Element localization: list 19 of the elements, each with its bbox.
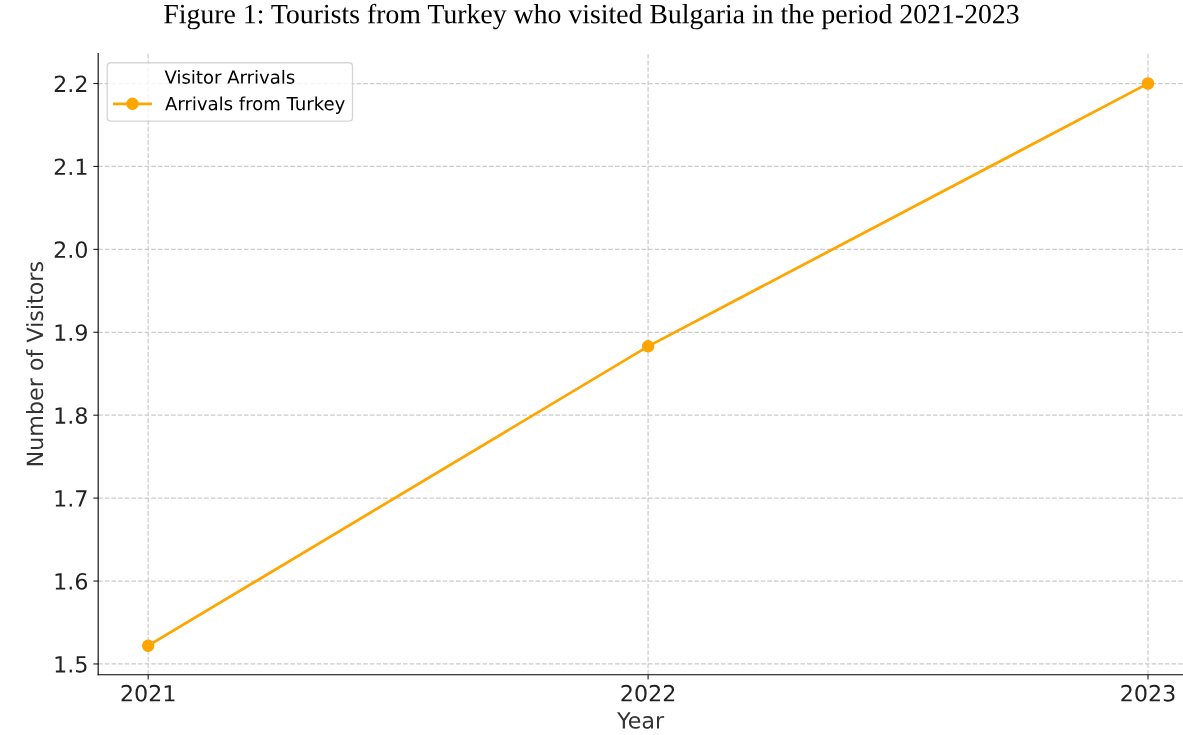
- y-tick-label: 1.5: [55, 656, 87, 673]
- legend-label: Arrivals from Turkey: [165, 96, 345, 114]
- chart-title: Figure 1: Tourists from Turkey who visited Bulgaria in the period 2021-2023: [164, 3, 1019, 30]
- y-axis-title: Number of Visitors: [26, 262, 44, 466]
- y-tick-label: 2.1: [54, 158, 87, 175]
- y-tick-label: 1.7: [55, 490, 87, 507]
- y-tick-label: 2.2: [54, 75, 87, 92]
- y-tick-label: 1.9: [55, 324, 87, 342]
- y-tick-label: 1.8: [55, 407, 87, 424]
- legend-title: Visitor Arrivals: [164, 69, 295, 84]
- x-axis-title: Year: [617, 712, 665, 729]
- point: [641, 340, 655, 353]
- x-tick-label: 2023: [1121, 684, 1175, 702]
- point: [1141, 77, 1155, 90]
- y-tick-label: 1.6: [55, 572, 88, 590]
- y-tick-label: 2.0: [54, 241, 87, 259]
- point: [141, 639, 155, 652]
- x-tick-label: 2021: [121, 684, 175, 702]
- x-tick-label: 2022: [621, 684, 675, 702]
